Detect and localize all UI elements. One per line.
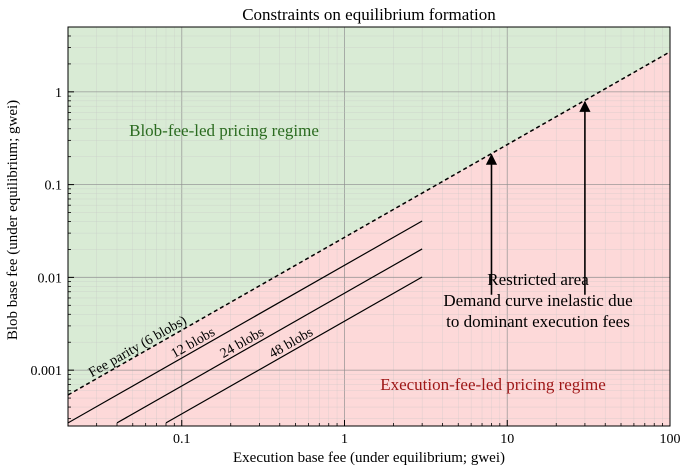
x-tick-label: 10 [500,432,514,447]
axes: 0.1 1 10 100 0.001 0.01 0.1 1 [31,26,681,447]
series [68,51,670,424]
x-axis-label: Execution base fee (under equilibrium; g… [233,450,505,466]
plot-frame [67,26,671,427]
y-tick-label: 0.001 [31,364,63,379]
blob-fee-region [68,27,670,395]
series-line-24-blobs [116,248,423,424]
series-line-fee-parity [68,51,670,396]
regions [68,27,670,426]
chart-title: Constraints on equilibrium formation [242,5,496,24]
y-tick-label: 1 [55,86,62,101]
execution-fee-region [68,51,670,426]
x-tick-label: 0.1 [173,432,191,447]
x-tick-label: 1 [341,432,348,447]
x-tick-label: 100 [660,432,681,447]
series-line-48-blobs [165,276,423,424]
annotation-text-line: to dominant execution fees [446,312,630,331]
grid [68,27,670,426]
y-tick-label: 0.1 [45,179,63,194]
annotation-text-line: Demand curve inelastic due [443,291,632,310]
y-tick-label: 0.01 [38,271,63,286]
series-line-12-blobs [68,220,423,424]
blob-fee-region-label: Blob-fee-led pricing regime [129,121,319,140]
execution-fee-region-label: Execution-fee-led pricing regime [380,375,606,394]
annotation-text-line: Restricted area [487,270,589,289]
y-axis-label: Blob base fee (under equilibrium; gwei) [5,100,21,340]
